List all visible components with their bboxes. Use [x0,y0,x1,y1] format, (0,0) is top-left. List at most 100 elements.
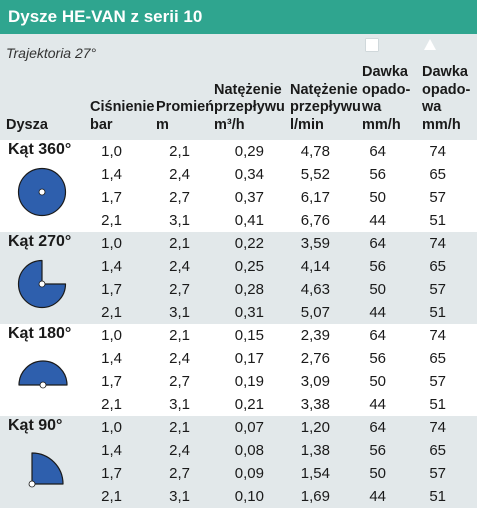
cell-flow-m3h: 0,25 [234,258,264,275]
cell-radius: 2,7 [169,189,190,206]
header-radius: Promień m [156,99,215,133]
cell-radius: 3,1 [169,488,190,505]
cell-pressure: 2,1 [101,212,122,229]
cell-rate-square: 64 [369,235,386,252]
cell-flow-lmin: 5,07 [300,304,330,321]
cell-rate-square: 44 [369,396,386,413]
cell-radius: 2,7 [169,281,190,298]
cell-flow-m3h: 0,15 [234,327,264,344]
cell-flow-m3h: 0,17 [234,350,264,367]
cell-rate-triangle: 57 [429,373,446,390]
cell-flow-m3h: 0,22 [234,235,264,252]
table-row: 1,4 2,4 0,08 1,38 56 65 [0,439,477,462]
cell-rate-triangle: 74 [429,143,446,160]
cell-rate-square: 44 [369,304,386,321]
cell-rate-triangle: 65 [429,350,446,367]
three-quarter-pattern-icon [17,259,67,309]
cell-flow-lmin: 6,76 [300,212,330,229]
cell-radius: 2,4 [169,442,190,459]
cell-flow-lmin: 1,38 [300,442,330,459]
cell-rate-square: 64 [369,419,386,436]
cell-radius: 2,1 [169,143,190,160]
cell-pressure: 2,1 [101,304,122,321]
cell-radius: 3,1 [169,212,190,229]
cell-pressure: 1,7 [101,465,122,482]
cell-flow-m3h: 0,34 [234,166,264,183]
table-row: 1,7 2,7 0,37 6,17 50 57 [0,186,477,209]
group-180: Kąt 180° 1,0 2,1 0,15 2,39 64 74 1,4 2,4… [0,324,477,416]
cell-pressure: 1,7 [101,281,122,298]
cell-radius: 2,1 [169,327,190,344]
cell-pressure: 2,1 [101,488,122,505]
cell-flow-lmin: 1,20 [300,419,330,436]
cell-rate-triangle: 51 [429,212,446,229]
cell-rate-square: 50 [369,373,386,390]
cell-pressure: 1,7 [101,373,122,390]
cell-radius: 3,1 [169,304,190,321]
cell-rate-triangle: 57 [429,281,446,298]
table-row: 2,1 3,1 0,21 3,38 44 51 [0,393,477,416]
group-label: Kąt 180° [8,325,72,342]
cell-rate-square: 50 [369,465,386,482]
cell-rate-square: 56 [369,258,386,275]
group-270: Kąt 270° 1,0 2,1 0,22 3,59 64 74 1,4 2,4… [0,232,477,324]
cell-flow-lmin: 6,17 [300,189,330,206]
cell-rate-square: 44 [369,488,386,505]
cell-rate-triangle: 51 [429,304,446,321]
cell-rate-triangle: 74 [429,235,446,252]
cell-flow-lmin: 1,69 [300,488,330,505]
half-circle-pattern-icon [18,360,68,389]
table-row: 1,0 2,1 0,29 4,78 64 74 [0,140,477,163]
cell-radius: 2,4 [169,258,190,275]
header-rate-triangle: Dawka opado- wa mm/h [422,64,471,133]
cell-flow-m3h: 0,08 [234,442,264,459]
cell-radius: 2,1 [169,235,190,252]
group-label: Kąt 270° [8,233,72,250]
table-row: 1,7 2,7 0,09 1,54 50 57 [0,462,477,485]
cell-rate-square: 56 [369,350,386,367]
cell-rate-square: 56 [369,442,386,459]
cell-rate-square: 64 [369,327,386,344]
cell-rate-triangle: 57 [429,465,446,482]
group-label: Kąt 90° [8,417,63,434]
cell-flow-lmin: 4,63 [300,281,330,298]
cell-radius: 2,7 [169,465,190,482]
cell-rate-triangle: 65 [429,258,446,275]
cell-flow-lmin: 4,14 [300,258,330,275]
table-row: 1,4 2,4 0,17 2,76 56 65 [0,347,477,370]
cell-flow-m3h: 0,31 [234,304,264,321]
table-row: 1,0 2,1 0,07 1,20 64 74 [0,416,477,439]
cell-pressure: 1,0 [101,419,122,436]
cell-flow-m3h: 0,10 [234,488,264,505]
header-nozzle: Dysza [6,116,48,133]
table-row: 2,1 3,1 0,31 5,07 44 51 [0,301,477,324]
cell-flow-lmin: 4,78 [300,143,330,160]
cell-rate-triangle: 57 [429,189,446,206]
cell-flow-m3h: 0,09 [234,465,264,482]
cell-rate-square: 50 [369,281,386,298]
table-row: 1,0 2,1 0,15 2,39 64 74 [0,324,477,347]
cell-flow-lmin: 3,09 [300,373,330,390]
cell-pressure: 1,4 [101,442,122,459]
page-title: Dysze HE-VAN z serii 10 [0,0,477,34]
quarter-circle-pattern-icon [28,452,64,488]
cell-radius: 2,1 [169,419,190,436]
cell-radius: 3,1 [169,396,190,413]
cell-pressure: 1,4 [101,166,122,183]
cell-pressure: 1,0 [101,143,122,160]
header-rate-square: Dawka opado- wa mm/h [362,64,411,133]
cell-pressure: 2,1 [101,396,122,413]
cell-flow-lmin: 2,76 [300,350,330,367]
triangle-spacing-icon [424,39,436,50]
cell-pressure: 1,0 [101,235,122,252]
trajectory-label: Trajektoria 27° [6,45,97,61]
cell-rate-triangle: 51 [429,488,446,505]
cell-flow-lmin: 1,54 [300,465,330,482]
cell-flow-m3h: 0,21 [234,396,264,413]
cell-rate-square: 50 [369,189,386,206]
group-label: Kąt 360° [8,141,72,158]
cell-flow-lmin: 2,39 [300,327,330,344]
cell-flow-m3h: 0,41 [234,212,264,229]
cell-pressure: 1,0 [101,327,122,344]
